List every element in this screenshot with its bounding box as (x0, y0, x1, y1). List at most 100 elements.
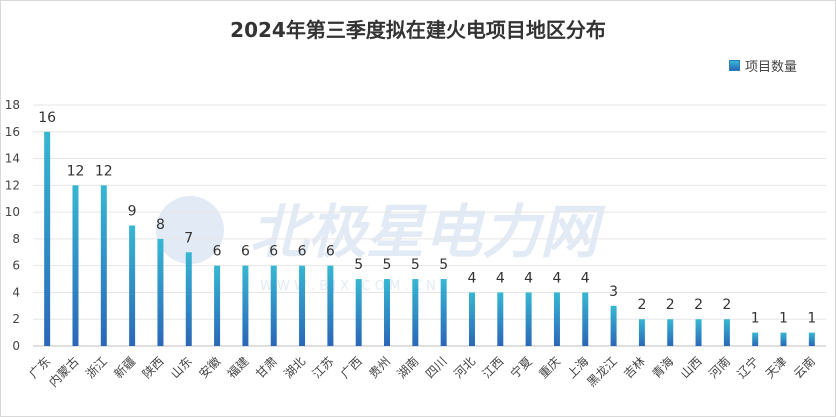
bar (468, 292, 475, 346)
data-label: 2 (666, 297, 675, 313)
data-label: 7 (184, 230, 193, 246)
data-label: 2 (722, 297, 731, 313)
x-tick-label: 吉林 (621, 354, 648, 381)
x-tick-label: 贵州 (366, 354, 393, 381)
x-tick-label: 天津 (763, 354, 790, 381)
data-label: 4 (581, 270, 590, 286)
data-label: 6 (241, 244, 250, 260)
x-tick-label: 山东 (168, 354, 195, 381)
data-label: 2 (694, 297, 703, 313)
data-label: 4 (524, 270, 533, 286)
x-tick-label: 内蒙古 (46, 354, 82, 390)
data-label: 6 (326, 244, 335, 260)
bar (582, 292, 589, 346)
bar (100, 185, 107, 346)
x-tick-label: 宁夏 (507, 354, 535, 382)
bar (723, 319, 730, 346)
bars (44, 131, 815, 346)
x-tick-label: 广西 (338, 354, 365, 381)
data-label: 1 (751, 311, 760, 327)
data-label: 6 (298, 244, 307, 260)
x-tick-label: 江西 (480, 354, 507, 381)
data-label: 4 (496, 270, 505, 286)
x-tick-label: 山西 (678, 354, 705, 381)
x-tick-label: 江苏 (310, 354, 337, 381)
data-label: 4 (468, 270, 477, 286)
data-label: 1 (779, 311, 788, 327)
bar (129, 225, 136, 346)
bar (214, 265, 221, 346)
x-tick-label: 河南 (705, 354, 733, 382)
data-label: 6 (213, 244, 222, 260)
bar (242, 265, 249, 346)
x-tick-label: 浙江 (83, 354, 110, 381)
bar (808, 332, 815, 346)
legend-swatch (729, 60, 740, 71)
y-tick-label: 14 (5, 152, 20, 166)
data-label: 12 (95, 163, 113, 179)
y-axis: 0 2 4 6 8 10 12 14 16 18 (5, 98, 20, 353)
bar (780, 332, 787, 346)
data-label: 9 (128, 204, 137, 220)
x-tick-label: 陕西 (139, 354, 167, 382)
x-tick-label: 黑龙江 (584, 354, 619, 389)
data-label: 2 (637, 297, 646, 313)
y-tick-label: 10 (5, 205, 20, 219)
x-tick-label: 河北 (451, 354, 478, 381)
data-label: 5 (383, 257, 392, 273)
x-tick-label: 安徽 (196, 354, 224, 382)
x-tick-label: 云南 (790, 354, 818, 382)
bar (440, 279, 447, 346)
bar (299, 265, 306, 346)
x-tick-label: 新疆 (111, 354, 139, 382)
bar (695, 319, 702, 346)
y-tick-label: 16 (5, 125, 20, 139)
data-label: 4 (552, 270, 561, 286)
data-label: 5 (411, 257, 420, 273)
x-tick-label: 甘肃 (253, 354, 280, 381)
bar (384, 279, 391, 346)
watermark-logo (156, 196, 224, 264)
y-tick-label: 0 (12, 339, 20, 353)
bar (412, 279, 419, 346)
data-labels: 16 12 12 9 8 7 6 6 6 6 6 5 5 5 5 4 4 4 4 4 3 2 2 2 2 1 1 1 (38, 110, 816, 327)
y-tick-label: 18 (5, 98, 20, 112)
data-label: 12 (67, 163, 85, 179)
bar (553, 292, 560, 346)
bar (667, 319, 674, 346)
x-tick-label: 青海 (649, 354, 677, 382)
bar (752, 332, 759, 346)
data-label: 16 (38, 110, 56, 126)
x-tick-label: 重庆 (536, 354, 563, 381)
legend-label: 项目数量 (745, 60, 798, 75)
y-tick-label: 6 (12, 259, 20, 273)
bar (270, 265, 277, 346)
y-tick-label: 4 (12, 285, 20, 299)
bar (610, 305, 617, 346)
bar (157, 238, 164, 346)
x-tick-label: 福建 (224, 354, 252, 382)
data-label: 5 (439, 257, 448, 273)
x-tick-label: 四川 (423, 354, 450, 381)
bar (327, 265, 334, 346)
watermark-brand: 北极星电力网 (250, 198, 606, 266)
x-tick-label: 湖北 (281, 354, 309, 382)
data-label: 3 (609, 284, 618, 300)
data-label: 8 (156, 217, 165, 233)
bar (185, 252, 192, 346)
bar (497, 292, 504, 346)
bar (638, 319, 645, 346)
chart-title: 2024年第三季度拟在建火电项目地区分布 (230, 18, 606, 42)
x-tick-label: 湖南 (394, 354, 422, 382)
legend: 项目数量 (729, 56, 797, 75)
bar (72, 185, 79, 346)
bar (355, 279, 362, 346)
y-tick-label: 2 (12, 312, 20, 326)
bar (525, 292, 532, 346)
data-label: 1 (807, 311, 816, 327)
grid (33, 104, 826, 347)
x-axis: 广东内蒙古 浙江 新疆 陕西 山东 安徽 福建 甘肃 湖北 江苏 广西 贵州 湖南 四川 河北 江西 宁夏 重庆上… (26, 354, 818, 390)
y-tick-label: 8 (12, 232, 20, 246)
